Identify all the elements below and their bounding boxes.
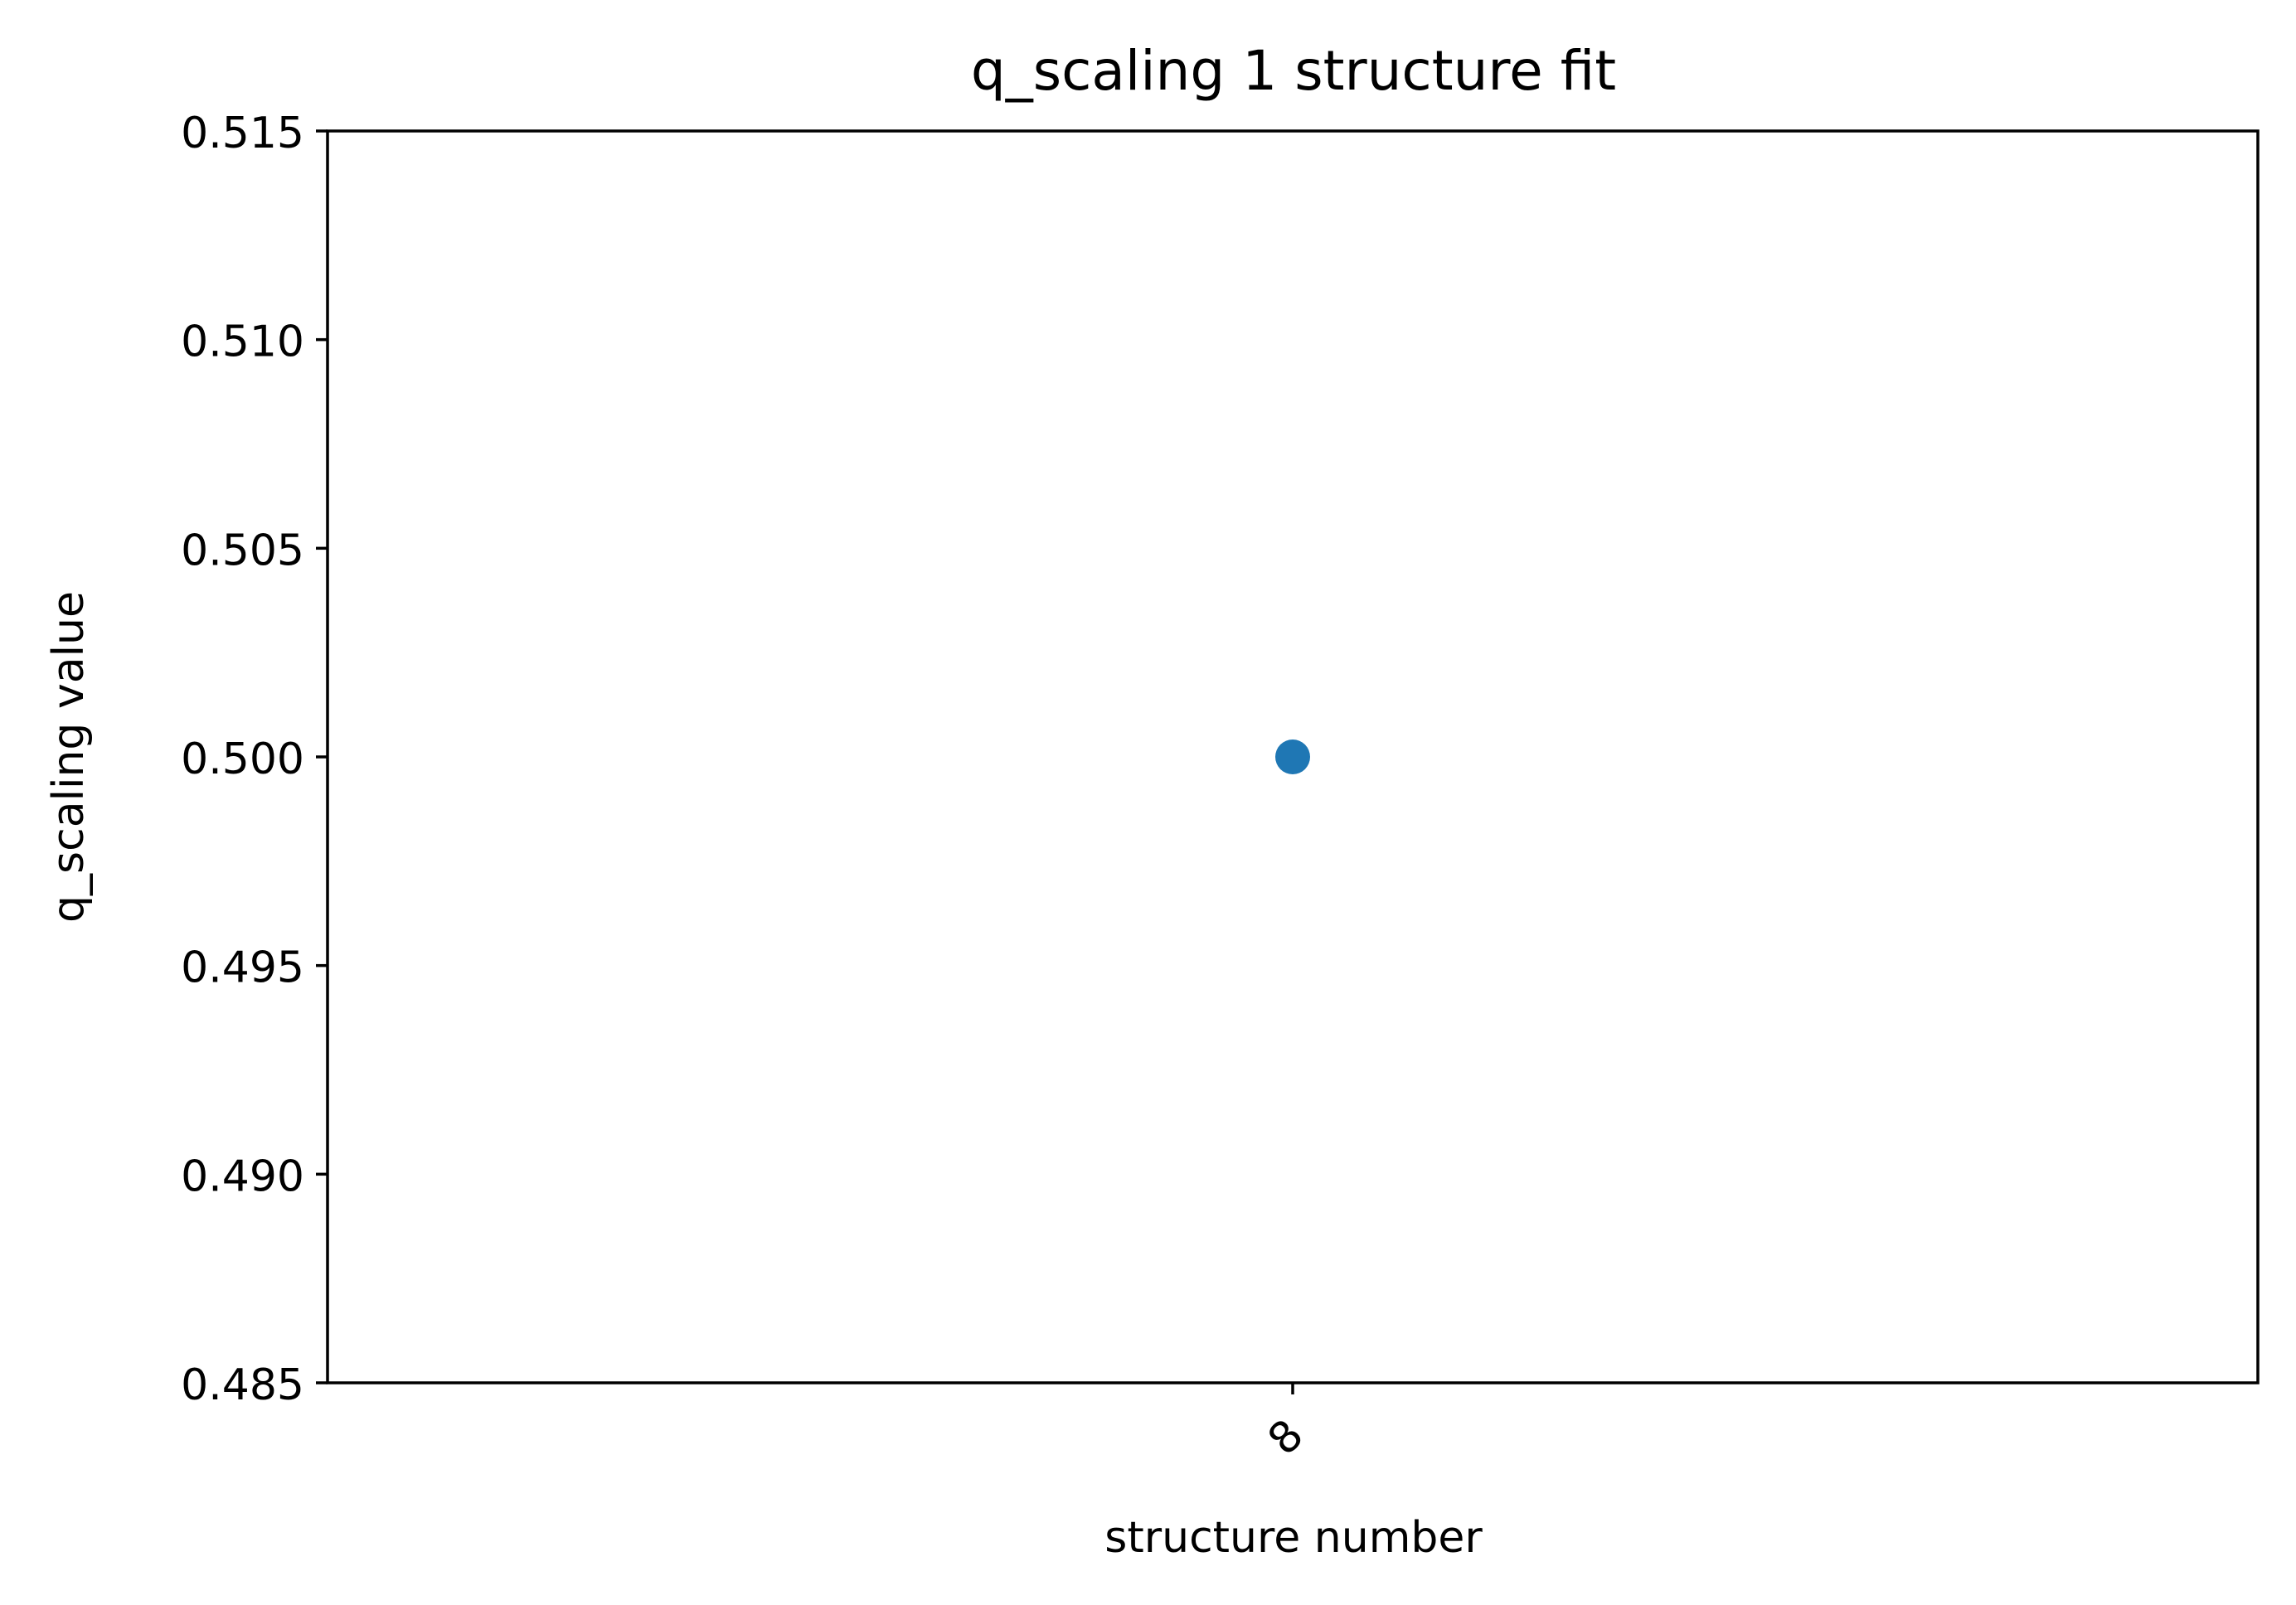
chart-title: q_scaling 1 structure fit — [971, 39, 1616, 103]
y-tick-label: 0.500 — [181, 735, 304, 784]
y-tick-label: 0.485 — [181, 1360, 304, 1410]
x-tick-label: 8 — [1259, 1410, 1313, 1465]
data-points — [1275, 739, 1310, 774]
y-axis-label: q_scaling value — [44, 591, 94, 923]
y-tick-label: 0.510 — [181, 318, 304, 367]
y-tick-label: 0.495 — [181, 943, 304, 993]
x-axis-ticks: 8 — [1259, 1383, 1313, 1465]
y-tick-label: 0.505 — [181, 526, 304, 575]
y-tick-label: 0.490 — [181, 1152, 304, 1201]
x-axis-label: structure number — [1104, 1513, 1483, 1563]
data-point — [1275, 739, 1310, 774]
y-axis-ticks: 0.485 0.490 0.495 0.500 0.505 0.510 0.515 — [181, 109, 328, 1410]
y-tick-label: 0.515 — [181, 109, 304, 158]
